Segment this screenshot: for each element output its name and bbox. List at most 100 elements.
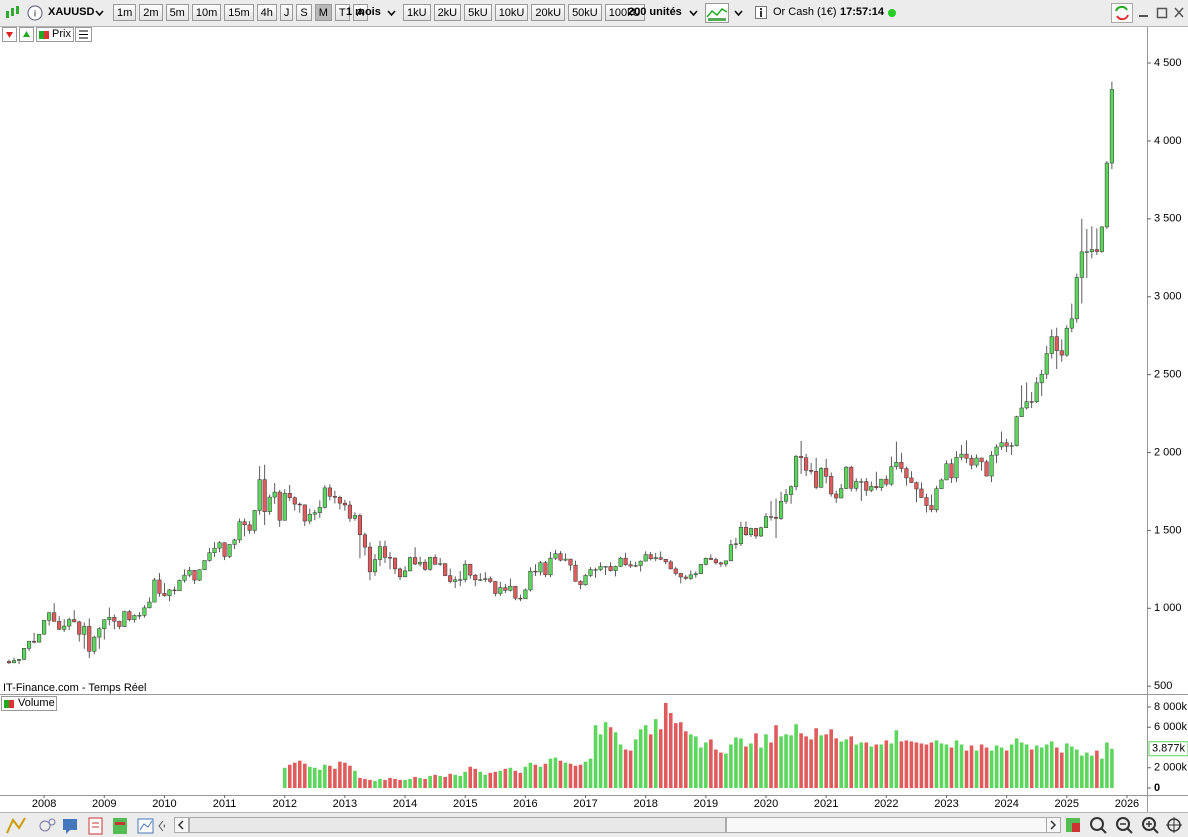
toolbar-button[interactable]: J: [279, 4, 294, 21]
candle-body: [989, 454, 994, 477]
toolbar-button[interactable]: 2kU: [433, 4, 462, 21]
dropdown-arrow[interactable]: [689, 9, 698, 17]
volume-bar: [518, 772, 523, 789]
x-tick-label: 2025: [1055, 798, 1079, 810]
candle-body: [598, 566, 603, 570]
x-tick-label: 2015: [453, 798, 477, 810]
volume-bar: [1070, 746, 1074, 789]
volume-bar: [724, 753, 728, 789]
candle-body: [267, 496, 272, 512]
volume-tick-label: 6 000k: [1154, 721, 1188, 733]
candle-body: [859, 481, 864, 483]
volume-bar: [1014, 738, 1019, 789]
candle-body: [583, 575, 588, 586]
volume-bar: [408, 778, 412, 789]
dropdown-arrow[interactable]: [95, 9, 104, 17]
volume-bar: [413, 776, 417, 789]
candle-body: [237, 521, 242, 541]
volume-bar: [313, 767, 317, 789]
volume-bar: [333, 768, 337, 789]
toolbar-button[interactable]: 1m: [113, 4, 137, 21]
volume-bar: [949, 747, 954, 789]
y-tick-label: 3 000: [1154, 291, 1182, 303]
candle-body: [47, 612, 52, 621]
sync-icon[interactable]: [1111, 3, 1133, 23]
toolbar-button[interactable]: 15m: [224, 4, 254, 21]
candle-body: [1109, 89, 1114, 164]
candle-body: [453, 579, 458, 582]
window-controls[interactable]: [1138, 6, 1184, 20]
volume-bar: [433, 774, 437, 789]
toolbar-button[interactable]: 100kU: [604, 4, 645, 21]
volume-bar: [934, 740, 939, 789]
toolbar-button[interactable]: 10kU: [494, 4, 529, 21]
toolbar-button[interactable]: 20kU: [531, 4, 566, 21]
candle-body: [448, 575, 453, 582]
volume-bar: [1080, 755, 1084, 789]
candle-body: [703, 558, 708, 565]
scrollbar[interactable]: [174, 817, 1062, 833]
toolbar-button[interactable]: S: [296, 4, 312, 21]
candle-body: [272, 491, 277, 498]
toolbar-button[interactable]: 4h: [256, 4, 277, 21]
dropdown-arrow[interactable]: [734, 9, 743, 17]
drawing-tools[interactable]: [5, 816, 165, 836]
candle-body: [809, 470, 814, 472]
y-tick-label: 2 500: [1154, 369, 1182, 381]
candle-body: [633, 565, 638, 567]
candle-body: [718, 562, 723, 565]
x-tick-label: 2017: [573, 798, 597, 810]
toolbar-button[interactable]: 5m: [165, 4, 189, 21]
candle-body: [824, 468, 829, 477]
candle-body: [974, 457, 979, 466]
bottom-toolbar: [0, 812, 1188, 837]
candle-body: [1009, 445, 1014, 447]
toolbar-button[interactable]: A: [352, 4, 368, 21]
price-indicator-tab[interactable]: Prix: [36, 27, 74, 42]
order-buttons[interactable]: [2, 27, 34, 42]
volume-bar: [538, 766, 543, 789]
volume-bar: [478, 771, 483, 789]
volume-bar: [719, 752, 723, 789]
candle-body: [112, 617, 117, 622]
candle-body: [603, 566, 608, 568]
volume-bar: [473, 768, 478, 789]
volume-bar: [528, 762, 533, 789]
candle-body: [874, 486, 879, 488]
toolbar-button[interactable]: 5kU: [464, 4, 492, 21]
toolbar-button[interactable]: 50kU: [568, 4, 602, 21]
volume-bar: [864, 742, 869, 789]
toolbar-button[interactable]: 1kU: [403, 4, 431, 21]
volume-bar: [302, 763, 307, 789]
candle-body: [944, 463, 949, 481]
volume-bar: [1095, 750, 1099, 789]
bars-select[interactable]: 200 unités: [628, 6, 682, 18]
last-volume-label: 3.877k: [1152, 743, 1186, 755]
candle-body: [1024, 401, 1029, 409]
candle-body: [568, 558, 573, 566]
period-select[interactable]: 1 mois: [346, 6, 381, 18]
candle-body: [879, 478, 884, 488]
info-icon[interactable]: i: [27, 3, 43, 23]
toolbar-button[interactable]: 2m: [139, 4, 163, 21]
toolbar-button[interactable]: M: [314, 4, 332, 21]
volume-bar: [573, 765, 578, 789]
zoom-tools[interactable]: [1064, 815, 1186, 837]
toolbar-button[interactable]: T: [334, 4, 350, 21]
chart-style-icon[interactable]: [705, 3, 729, 23]
dropdown-arrow[interactable]: [387, 9, 396, 17]
toolbar-button[interactable]: 10m: [191, 4, 222, 21]
volume-bar: [628, 750, 633, 789]
candle-body: [62, 625, 67, 630]
list-button[interactable]: [75, 27, 92, 42]
volume-tab[interactable]: Volume: [1, 696, 57, 711]
candle-body: [408, 557, 413, 572]
info-icon[interactable]: [755, 6, 767, 20]
symbol[interactable]: XAUUSD: [48, 6, 95, 18]
volume-bar: [764, 734, 768, 789]
volume-bar: [493, 771, 498, 789]
unit-buttons: 1kU 2kU 5kU 10kU 20kU 50kU 100kU: [403, 4, 645, 21]
candle-body: [748, 528, 754, 536]
y-tick-label: 1 500: [1154, 524, 1182, 536]
